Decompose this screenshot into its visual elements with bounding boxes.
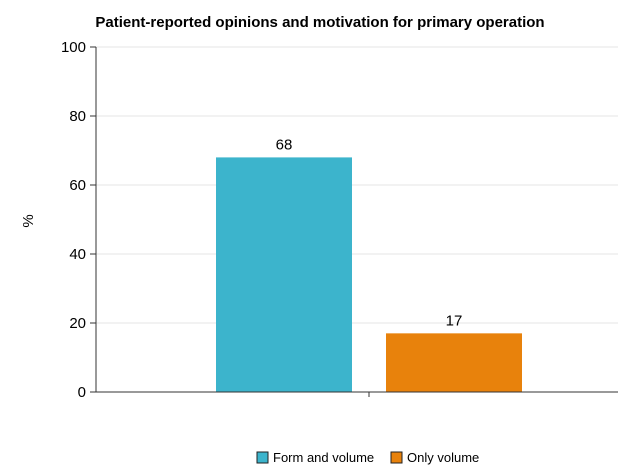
gridlines bbox=[96, 46, 618, 324]
y-tick-label: 80 bbox=[69, 108, 86, 125]
bar bbox=[216, 157, 352, 392]
bars: 68 17 bbox=[216, 136, 522, 392]
legend-swatch bbox=[390, 451, 403, 464]
chart-title: Patient-reported opinions and motivation… bbox=[95, 14, 544, 31]
y-axis: 0 20 40 60 80 100 bbox=[61, 39, 97, 401]
legend-swatch bbox=[256, 451, 269, 464]
y-axis-label: % bbox=[20, 214, 37, 227]
legend-label: Form and volume bbox=[273, 450, 374, 465]
bar bbox=[386, 333, 522, 392]
data-label: 17 bbox=[446, 312, 463, 329]
y-tick-label: 40 bbox=[69, 246, 86, 263]
y-tick-label: 20 bbox=[69, 315, 86, 332]
legend-label: Only volume bbox=[407, 450, 479, 465]
y-tick-label: 100 bbox=[61, 39, 86, 56]
data-label: 68 bbox=[276, 136, 293, 153]
legend: Form and volume Only volume bbox=[256, 450, 479, 465]
y-tick-label: 0 bbox=[78, 384, 86, 401]
y-tick-label: 60 bbox=[69, 177, 86, 194]
x-axis bbox=[96, 391, 618, 397]
